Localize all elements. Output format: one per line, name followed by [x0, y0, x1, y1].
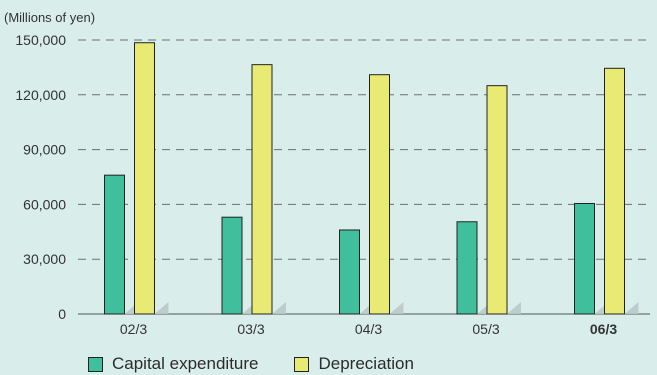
legend-swatch-capital-expenditure — [88, 356, 103, 372]
y-tick-label: 90,000 — [23, 142, 66, 158]
bar-capital-expenditure — [456, 221, 478, 315]
y-tick-label: 60,000 — [23, 196, 66, 212]
bar-depreciation — [134, 42, 155, 315]
bar-capital-expenditure — [104, 174, 125, 315]
legend-item-capital-expenditure: Capital expenditure — [88, 354, 258, 374]
y-tick-label: 30,000 — [23, 251, 66, 267]
y-axis-unit-label: (Millions of yen) — [4, 10, 95, 25]
y-tick-label: 0 — [58, 306, 66, 322]
legend: Capital expenditure Depreciation — [88, 354, 450, 374]
legend-item-depreciation: Depreciation — [294, 354, 414, 374]
bar-shadow — [272, 302, 286, 314]
bar-shadow — [624, 302, 639, 314]
bar-depreciation — [251, 64, 273, 315]
bar-capital-expenditure — [221, 216, 243, 315]
bar-depreciation — [369, 74, 390, 315]
legend-swatch-depreciation — [294, 356, 310, 372]
bar-chart-plot: (Millions of yen) 0 30,000 60,000 90,000 120,… — [4, 10, 650, 337]
bar-capital-expenditure — [574, 202, 595, 315]
bar-capital-expenditure — [339, 229, 360, 315]
x-tick-label: 04/3 — [355, 321, 382, 337]
legend-label-depreciation: Depreciation — [318, 354, 414, 373]
bar-depreciation — [486, 85, 508, 315]
x-tick-label: 05/3 — [472, 321, 499, 337]
y-tick-label: 150,000 — [15, 32, 66, 48]
x-tick-label: 02/3 — [120, 321, 147, 337]
bar-depreciation — [604, 67, 625, 315]
y-tick-label: 120,000 — [15, 87, 66, 103]
x-tick-label: 06/3 — [590, 321, 617, 337]
bar-shadow — [389, 302, 404, 314]
bar-shadow — [154, 302, 169, 314]
bar-shadow — [507, 302, 521, 314]
legend-label-capital-expenditure: Capital expenditure — [112, 354, 259, 373]
x-tick-label: 03/3 — [237, 321, 264, 337]
